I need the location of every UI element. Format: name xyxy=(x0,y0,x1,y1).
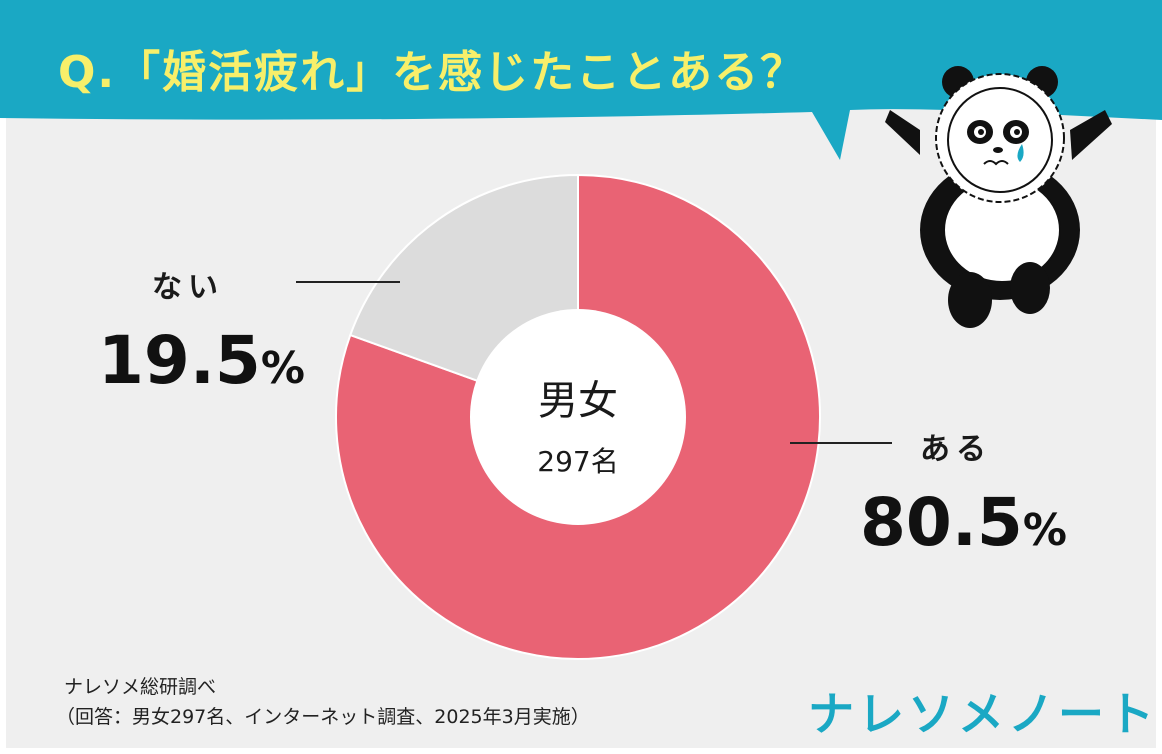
center-title: 男女 xyxy=(538,378,618,424)
brand-logo: ナレソメノート xyxy=(808,687,1158,741)
banner-shape xyxy=(0,0,1162,160)
value-nai-number: 19.5 xyxy=(98,322,261,399)
value-aru: 80.5% xyxy=(860,484,1067,561)
label-nai: ない xyxy=(152,270,224,305)
center-subtitle: 297名 xyxy=(537,445,619,478)
crying-panda-icon xyxy=(885,66,1112,328)
question-title: Q.「婚活疲れ」を感じたことある？ xyxy=(58,47,807,98)
question-banner xyxy=(0,0,1162,160)
value-aru-unit: % xyxy=(1022,505,1067,556)
value-nai: 19.5% xyxy=(98,322,305,399)
value-aru-number: 80.5 xyxy=(860,484,1023,561)
source-line-2: （回答：男女297名、インターネット調査、2025年3月実施） xyxy=(56,706,590,728)
donut-hole xyxy=(470,309,686,525)
label-aru: ある xyxy=(920,432,992,467)
source-line-1: ナレソメ総研調べ xyxy=(64,676,217,698)
value-nai-unit: % xyxy=(260,343,305,394)
